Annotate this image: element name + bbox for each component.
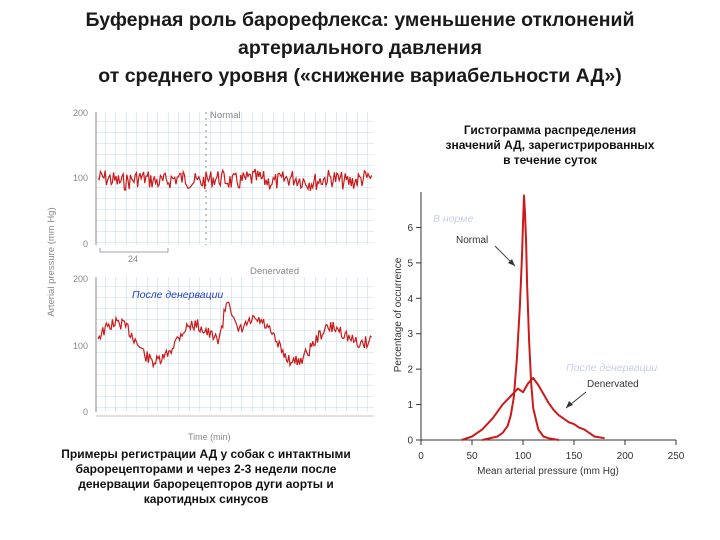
- top-ytick-200: 200: [73, 108, 88, 118]
- annotation-normal-ru: В норме: [433, 213, 473, 225]
- x-tick-label: 200: [617, 451, 634, 462]
- x-tick-label: 100: [515, 451, 532, 462]
- x-tick-label: 250: [668, 451, 685, 462]
- x-tick-label: 0: [418, 451, 424, 462]
- recordings-caption-line-4: каротидных синусов: [143, 492, 269, 506]
- y-tick-label: 3: [407, 329, 413, 340]
- top-scale-bar: [99, 248, 169, 253]
- recordings-caption-line-2: барорецепторами и через 2-3 недели после: [75, 462, 337, 476]
- normal-pressure-trace: [97, 168, 373, 192]
- y-tick-label: 2: [407, 365, 413, 376]
- annotation-after-denervation: После денервации: [132, 289, 223, 301]
- series-denervated-line: [461, 377, 605, 441]
- legend-normal: Normal: [456, 235, 488, 246]
- title-line-2: артериального давления: [238, 37, 482, 59]
- y-tick-label: 6: [407, 223, 413, 234]
- y-tick-label: 1: [407, 400, 413, 411]
- top-ytick-0: 0: [83, 239, 88, 249]
- bottom-ytick-100: 100: [73, 341, 88, 351]
- legend-denervated: Denervated: [587, 379, 639, 390]
- slide-title: Буферная роль барорефлекса: уменьшение о…: [0, 6, 720, 90]
- histogram-caption-line-3: в течение суток: [503, 153, 597, 167]
- legend-denervated-arrowhead: [566, 401, 573, 408]
- recordings-caption-line-1: Примеры регистрации АД у собак с интактн…: [61, 447, 351, 461]
- recordings-caption-line-3: денервации барорецепторов дуги аорты и: [78, 477, 334, 491]
- bottom-ytick-200: 200: [73, 274, 88, 284]
- title-line-1: Буферная роль барорефлекса: уменьшение о…: [85, 9, 635, 31]
- series-normal-line: [481, 194, 559, 441]
- top-ytick-100: 100: [73, 173, 88, 183]
- y-tick-label: 4: [407, 294, 413, 305]
- legend-normal-arrowhead: [508, 259, 515, 266]
- histogram-caption: Гистограмма распределения значений АД, з…: [430, 123, 670, 168]
- histogram-caption-line-2: значений АД, зарегистрированных: [445, 138, 655, 152]
- chart-ylabel: Percentage of occurrence: [393, 257, 404, 372]
- bottom-panel-grid: [96, 277, 374, 412]
- y-tick-label: 5: [407, 258, 413, 269]
- histogram-caption-line-1: Гистограмма распределения: [463, 123, 637, 137]
- chart-xlabel: Mean arterial pressure (mm Hg): [477, 466, 619, 477]
- top-panel-label: Normal: [210, 110, 241, 121]
- time-axis-label: Time (min): [188, 432, 231, 442]
- annotation-after-ru: После денервации: [566, 362, 657, 374]
- top-scale-bar-label: 24: [128, 254, 138, 264]
- title-line-3: от среднего уровня («снижение вариабельн…: [98, 65, 622, 87]
- x-tick-label: 50: [466, 451, 478, 462]
- x-tick-label: 150: [566, 451, 583, 462]
- pressure-ylabel: Arterial pressure (mm Hg): [46, 207, 57, 316]
- bottom-ytick-0: 0: [83, 407, 88, 417]
- recordings-caption: Примеры регистрации АД у собак с интактн…: [26, 447, 386, 507]
- y-tick-label: 0: [407, 436, 413, 447]
- bottom-panel-label: Denervated: [250, 266, 299, 277]
- denervated-pressure-trace: [97, 301, 372, 369]
